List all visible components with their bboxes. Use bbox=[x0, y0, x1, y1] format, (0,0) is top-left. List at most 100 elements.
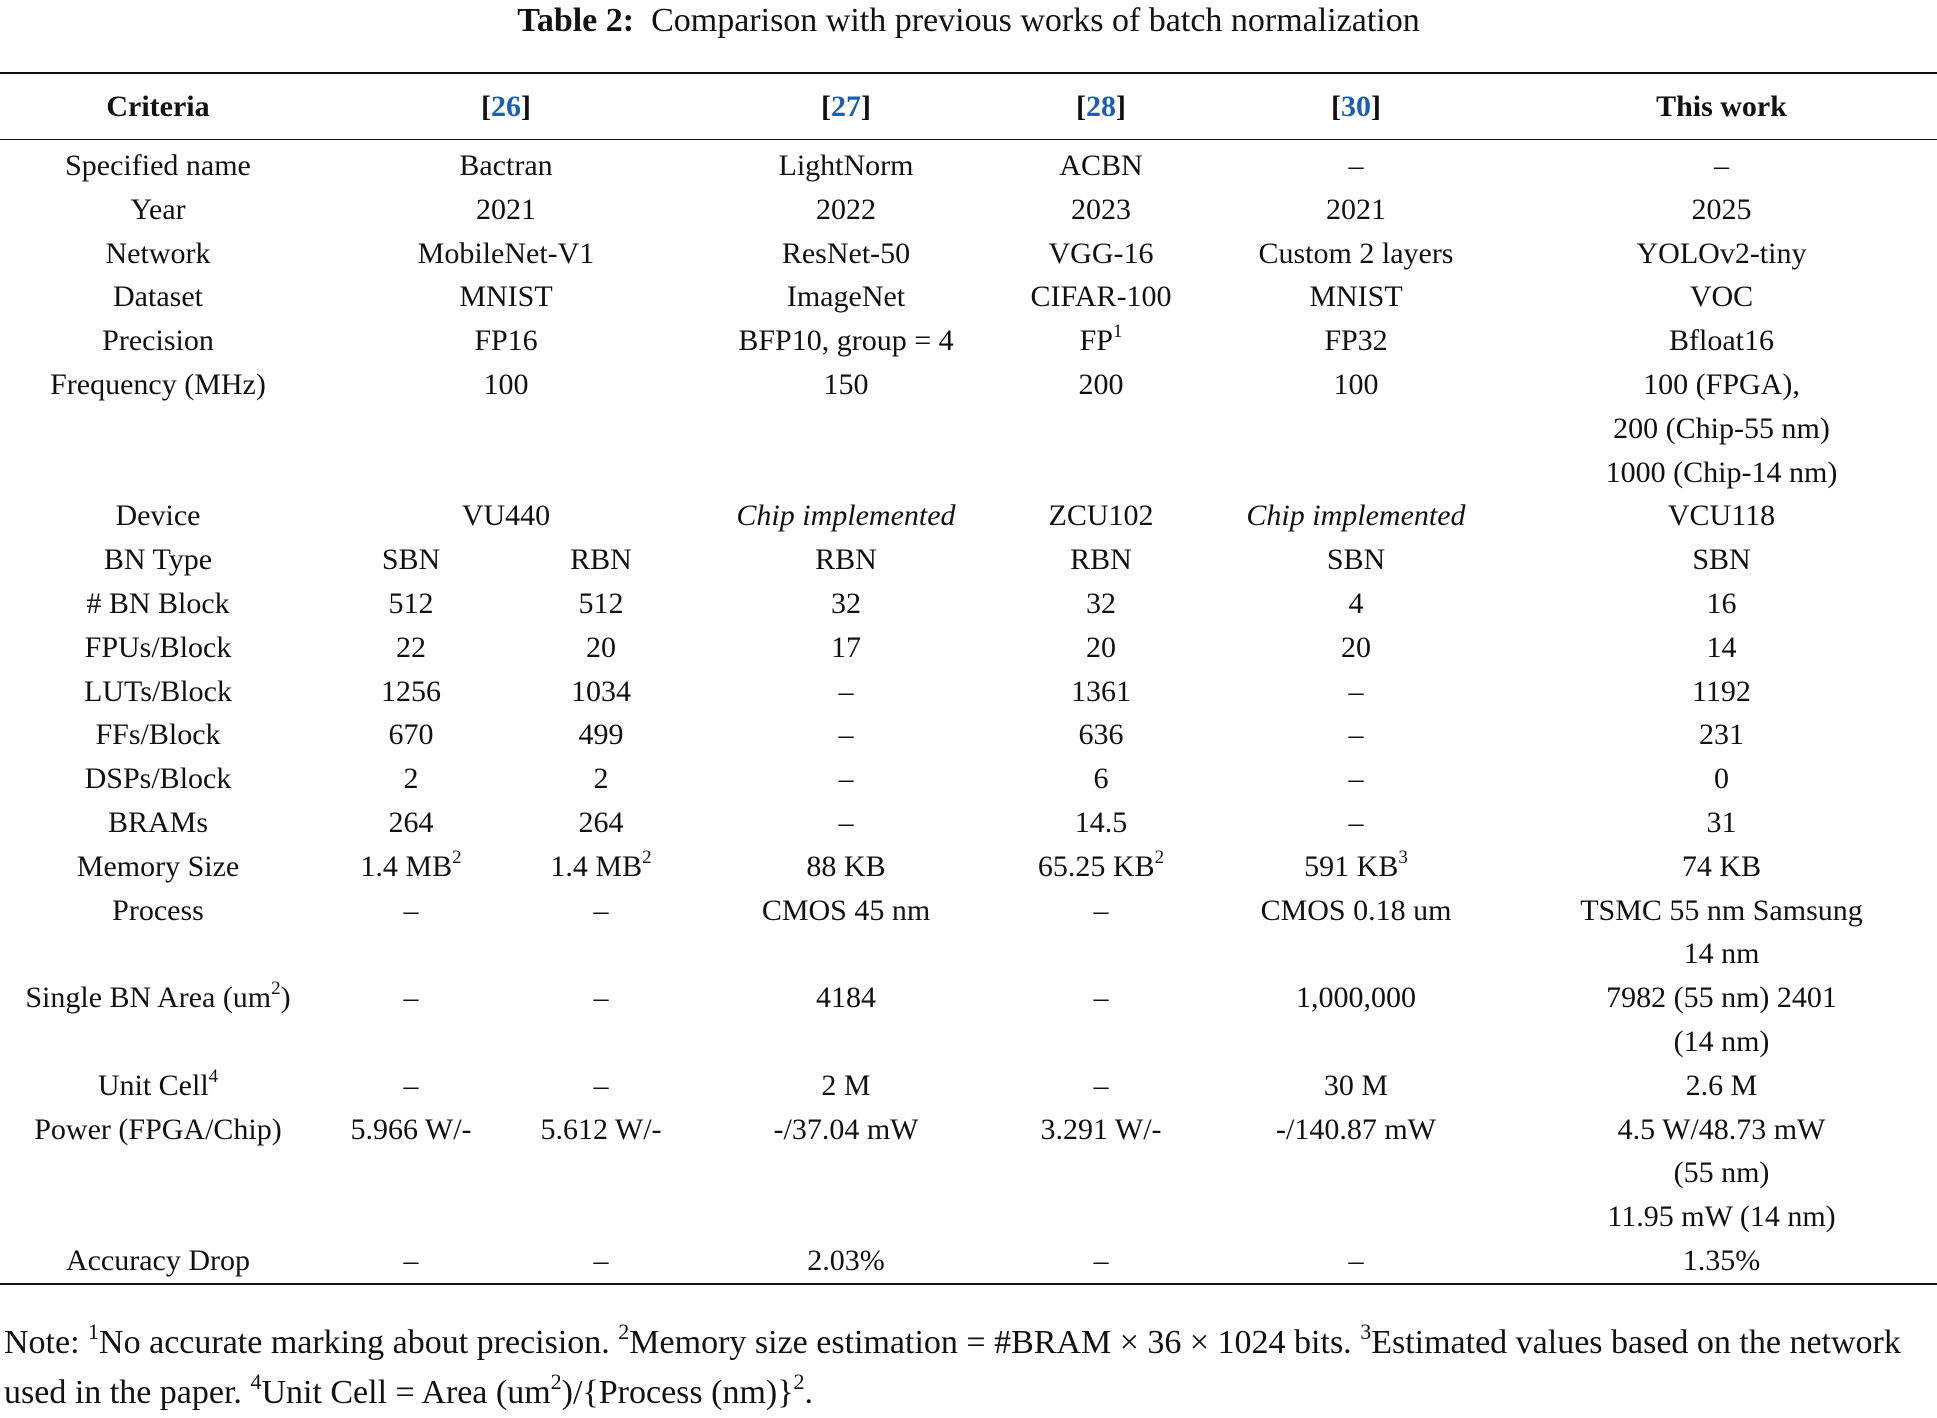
table-cell: -/37.04 mW bbox=[773, 1112, 919, 1146]
header-ref-27[interactable]: [27] bbox=[821, 90, 871, 123]
table-cell: Bactran bbox=[459, 149, 553, 182]
cell-line: 1000 (Chip-14 nm) bbox=[1605, 455, 1838, 489]
table-cell: 2 bbox=[403, 762, 419, 796]
table-cell: 14 bbox=[1706, 630, 1737, 664]
citation-link-28[interactable]: 28 bbox=[1086, 90, 1116, 123]
table-cell: SBN bbox=[1692, 543, 1751, 577]
table-cell: – bbox=[1348, 149, 1364, 182]
table-row: Process – – CMOS 45 nm – CMOS 0.18 um TS… bbox=[0, 889, 1937, 977]
table-cell: – bbox=[1348, 674, 1364, 708]
table-cell: 2022 bbox=[816, 192, 876, 226]
row-label: Process bbox=[112, 893, 204, 927]
table-cell: 2.6 M bbox=[1685, 1068, 1758, 1102]
table-cell: – bbox=[1348, 718, 1364, 752]
table-cell: 1361 bbox=[1071, 674, 1131, 708]
table-cell: – bbox=[1348, 1243, 1364, 1277]
row-label: Accuracy Drop bbox=[65, 1243, 251, 1277]
row-label: Device bbox=[115, 499, 201, 533]
table-cell: – bbox=[1348, 762, 1364, 796]
note-text: )/{Process (nm)} bbox=[561, 1374, 794, 1411]
table-cell: 2.03% bbox=[807, 1243, 885, 1277]
citation-link-27[interactable]: 27 bbox=[831, 90, 861, 123]
table-row: BN Type SBN RBN RBN RBN SBN SBN bbox=[0, 538, 1937, 582]
footnote-marker: 2 bbox=[642, 846, 652, 868]
table-cell: – bbox=[1093, 1068, 1109, 1102]
table-cell: VU440 bbox=[461, 499, 551, 533]
table-row: BRAMs 264 264 – 14.5 – 31 bbox=[0, 801, 1937, 845]
label-text: Unit Cell bbox=[97, 1068, 209, 1102]
table-cell: 30 M bbox=[1323, 1068, 1389, 1102]
table-cell: CMOS 45 nm bbox=[761, 893, 931, 927]
table-cell: – bbox=[1714, 149, 1729, 182]
header-row: Criteria [26] [27] [28] [30] This work bbox=[0, 73, 1937, 140]
table-cell: RBN bbox=[570, 543, 632, 577]
header-ref-26[interactable]: [26] bbox=[481, 90, 531, 123]
cell-line: 4.5 W/48.73 mW bbox=[1617, 1112, 1826, 1146]
header-criteria: Criteria bbox=[106, 90, 210, 123]
table-cell: 4 bbox=[1348, 586, 1364, 620]
table-cell: CMOS 0.18 um bbox=[1260, 893, 1452, 927]
table-row: FFs/Block 670 499 – 636 – 231 bbox=[0, 713, 1937, 757]
row-label: FPUs/Block bbox=[84, 630, 232, 664]
row-label: Memory Size bbox=[76, 849, 240, 883]
citation-link-30[interactable]: 30 bbox=[1341, 90, 1371, 123]
row-label: Year bbox=[130, 192, 186, 226]
table-cell: RBN bbox=[1070, 543, 1132, 577]
table-cell: 2023 bbox=[1071, 192, 1131, 226]
table-cell: ACBN bbox=[1059, 149, 1143, 182]
footnote-marker: 3 bbox=[1360, 1318, 1372, 1344]
label-text: ) bbox=[280, 981, 291, 1015]
table-row: Network MobileNet-V1 ResNet-50 VGG-16 Cu… bbox=[0, 232, 1937, 276]
superscript: 2 bbox=[793, 1368, 805, 1394]
table-cell: 5.612 W/- bbox=[540, 1112, 662, 1146]
table-row: Memory Size 1.4 MB2 1.4 MB2 88 KB 65.25 … bbox=[0, 845, 1937, 889]
table-cell: 2025 bbox=[1691, 192, 1752, 226]
note-text: No accurate marking about precision. bbox=[99, 1324, 619, 1361]
table-cell: 100 bbox=[483, 367, 529, 401]
row-label: # BN Block bbox=[86, 586, 230, 620]
table-cell: SBN bbox=[381, 543, 441, 577]
superscript: 2 bbox=[550, 1368, 562, 1394]
cell-line: 200 (Chip-55 nm) bbox=[1613, 411, 1830, 445]
cell-line: 14 nm bbox=[1683, 937, 1760, 971]
cell-line: TSMC 55 nm Samsung bbox=[1580, 893, 1863, 927]
table-row: Power (FPGA/Chip) 5.966 W/- 5.612 W/- -/… bbox=[0, 1108, 1937, 1239]
header-ref-28[interactable]: [28] bbox=[1076, 90, 1126, 123]
citation-link-26[interactable]: 26 bbox=[491, 90, 521, 123]
row-label: Frequency (MHz) bbox=[50, 367, 266, 401]
table-cell: – bbox=[403, 893, 419, 927]
row-label: Power (FPGA/Chip) bbox=[34, 1112, 282, 1146]
superscript: 2 bbox=[271, 978, 281, 1000]
table-row: DSPs/Block 2 2 – 6 – 0 bbox=[0, 757, 1937, 801]
row-label: LUTs/Block bbox=[84, 674, 232, 708]
cell-line: (14 nm) bbox=[1673, 1024, 1770, 1058]
table-cell: 7982 (55 nm) 2401 (14 nm) bbox=[1506, 976, 1937, 1064]
table-cell: 0 bbox=[1714, 762, 1729, 796]
table-row: # BN Block 512 512 32 32 4 16 bbox=[0, 582, 1937, 626]
table-cell: YOLOv2-tiny bbox=[1636, 236, 1807, 270]
table-row: LUTs/Block 1256 1034 – 1361 – 1192 bbox=[0, 670, 1937, 714]
table-row: Frequency (MHz) 100 150 200 100 100 (FPG… bbox=[0, 363, 1937, 494]
table-cell: 2021 bbox=[1326, 192, 1386, 226]
row-label: Unit Cell4 bbox=[0, 1064, 316, 1108]
table-cell: CIFAR-100 bbox=[1030, 280, 1172, 314]
cell-line: 11.95 mW (14 nm) bbox=[1607, 1200, 1836, 1234]
row-label: Single BN Area (um2) bbox=[0, 976, 316, 1064]
row-label: BRAMs bbox=[107, 805, 209, 839]
cell-text: 1.4 MB bbox=[360, 849, 453, 883]
cell-line: (55 nm) bbox=[1673, 1156, 1770, 1190]
table-cell: 65.25 KB2 bbox=[996, 845, 1206, 889]
table-cell: Chip implemented bbox=[736, 499, 956, 533]
table-cell: ZCU102 bbox=[1048, 499, 1154, 533]
cell-line: 100 (FPGA), bbox=[1643, 367, 1800, 401]
cell-text: 1.4 MB bbox=[550, 849, 643, 883]
table-cell: LightNorm bbox=[778, 149, 914, 182]
table-cell: 14.5 bbox=[1074, 805, 1128, 839]
table-cell: 88 KB bbox=[806, 849, 886, 883]
header-ref-30[interactable]: [30] bbox=[1331, 90, 1381, 123]
table-cell: 231 bbox=[1699, 718, 1744, 752]
cell-text: FP bbox=[1079, 324, 1113, 358]
table-cell: Bfloat16 bbox=[1669, 324, 1774, 358]
note-text: Memory size estimation = #BRAM × 36 × 10… bbox=[629, 1324, 1361, 1361]
table-cell: 1,000,000 bbox=[1296, 981, 1416, 1015]
